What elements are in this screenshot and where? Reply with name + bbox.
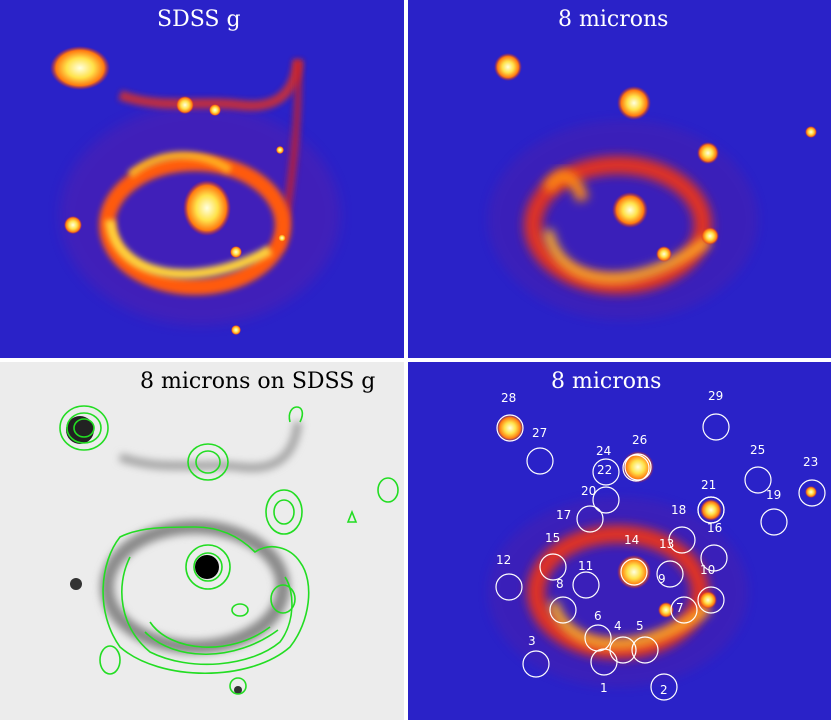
region-circle-6 [584, 624, 612, 652]
panel-title: 8 microns [558, 7, 669, 32]
8-micron-image [408, 0, 831, 358]
region-circle-23 [798, 479, 826, 507]
panel-8-microns-regions: 1 2 3 4 5 6 7 8 9 10 11 12 13 14 15 16 17 18 19 20 21 22 23 24 2… [408, 362, 831, 720]
region-label-6: 6 [594, 609, 602, 623]
region-label-21: 21 [701, 478, 716, 492]
region-circle-7 [670, 596, 698, 624]
region-circle-10 [697, 586, 725, 614]
region-label-19: 19 [766, 488, 781, 502]
region-circle-17 [576, 505, 604, 533]
panel-title: 8 microns [551, 369, 662, 394]
region-label-9: 9 [658, 572, 666, 586]
region-label-16: 16 [707, 521, 722, 535]
region-label-28: 28 [501, 391, 516, 405]
region-circle-5 [631, 636, 659, 664]
region-label-8: 8 [556, 577, 564, 591]
region-label-26: 26 [632, 433, 647, 447]
region-circle-13 [668, 526, 696, 554]
region-circle-27 [526, 447, 554, 475]
region-label-7: 7 [676, 601, 684, 615]
region-label-25: 25 [750, 443, 765, 457]
region-circle-25 [744, 466, 772, 494]
region-label-5: 5 [636, 619, 644, 633]
region-circle-9 [656, 560, 684, 588]
region-label-17: 17 [556, 508, 571, 522]
region-circle-3 [522, 650, 550, 678]
region-circle-19 [760, 508, 788, 536]
region-circle-14 [620, 558, 648, 586]
region-circle-29 [702, 413, 730, 441]
region-label-3: 3 [528, 634, 536, 648]
region-circle-26 [624, 453, 652, 481]
region-circle-28 [496, 414, 524, 442]
region-circle-20 [592, 486, 620, 514]
panel-title: SDSS g [157, 7, 241, 32]
region-label-13: 13 [659, 537, 674, 551]
region-label-15: 15 [545, 531, 560, 545]
sdss-g-image [0, 0, 404, 358]
region-label-1: 1 [600, 681, 608, 695]
region-label-27: 27 [532, 426, 547, 440]
region-label-14: 14 [624, 533, 639, 547]
region-circle-15 [539, 553, 567, 581]
contour-overlay-image [0, 362, 404, 720]
region-label-24: 24 [596, 444, 611, 458]
region-circle-24 [592, 458, 620, 486]
contour-lines [59, 405, 399, 695]
region-label-4: 4 [614, 619, 622, 633]
region-label-12: 12 [496, 553, 511, 567]
region-circle-4 [609, 636, 637, 664]
region-label-18: 18 [671, 503, 686, 517]
region-circle-2 [650, 673, 678, 701]
region-circle-16 [700, 544, 728, 572]
region-label-2: 2 [660, 683, 668, 697]
region-circle-22 [622, 454, 650, 482]
panel-title: 8 microns on SDSS g [140, 369, 376, 394]
region-label-22: 22 [597, 463, 612, 477]
panel-contour-overlay: 8 microns on SDSS g [0, 362, 404, 720]
region-circle-11 [572, 571, 600, 599]
region-label-29: 29 [708, 389, 723, 403]
region-circle-12 [495, 573, 523, 601]
region-label-20: 20 [581, 484, 596, 498]
region-circle-21 [697, 496, 725, 524]
panel-sdss-g: SDSS g [0, 0, 404, 358]
panel-8-microns: 8 microns [408, 0, 831, 358]
region-label-11: 11 [578, 559, 593, 573]
region-label-23: 23 [803, 455, 818, 469]
region-circle-8 [549, 596, 577, 624]
